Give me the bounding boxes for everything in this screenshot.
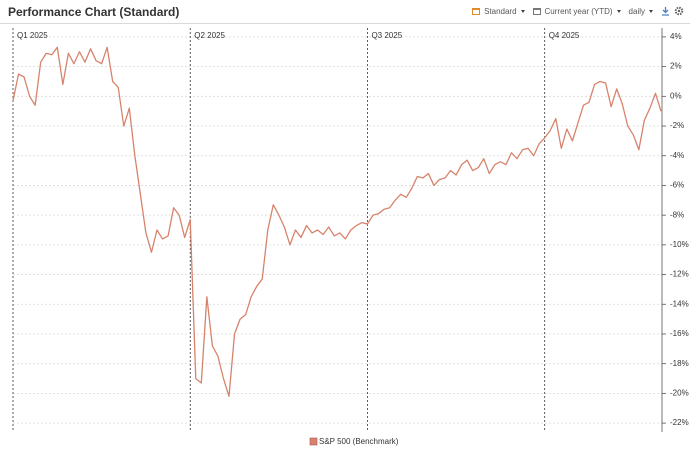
period-icon xyxy=(532,7,541,15)
y-tick-label: -16% xyxy=(670,329,689,338)
y-tick-label: 0% xyxy=(670,91,682,100)
toolbar: Performance Chart (Standard) Standard Cu… xyxy=(0,0,690,24)
view-select[interactable]: Standard xyxy=(484,6,517,16)
quarter-label: Q1 2025 xyxy=(17,31,48,40)
y-tick-label: -6% xyxy=(670,181,684,190)
period-select[interactable]: Current year (YTD) xyxy=(544,6,613,16)
y-tick-label: -2% xyxy=(670,121,684,130)
y-tick-label: -10% xyxy=(670,240,689,249)
legend-swatch xyxy=(309,437,318,446)
quarter-label: Q4 2025 xyxy=(549,31,580,40)
y-tick-label: -8% xyxy=(670,210,684,219)
chart-title: Performance Chart (Standard) xyxy=(8,5,180,19)
quarter-label: Q2 2025 xyxy=(194,31,225,40)
y-tick-label: -18% xyxy=(670,359,689,368)
view-icon xyxy=(472,7,481,15)
y-tick-label: -12% xyxy=(670,270,689,279)
settings-icon[interactable] xyxy=(674,6,684,16)
controls: Standard Current year (YTD) daily xyxy=(472,6,684,16)
legend-label: S&P 500 (Benchmark) xyxy=(319,437,399,446)
y-tick-label: 4% xyxy=(670,32,682,41)
y-tick-label: -22% xyxy=(670,418,689,427)
download-icon[interactable] xyxy=(661,6,670,16)
y-tick-label: -14% xyxy=(670,299,689,308)
y-tick-label: -4% xyxy=(670,151,684,160)
series-line xyxy=(12,46,662,397)
y-tick-label: 2% xyxy=(670,62,682,71)
frequency-select[interactable]: daily xyxy=(628,6,645,16)
quarter-label: Q3 2025 xyxy=(371,31,402,40)
y-tick-label: -20% xyxy=(670,388,689,397)
